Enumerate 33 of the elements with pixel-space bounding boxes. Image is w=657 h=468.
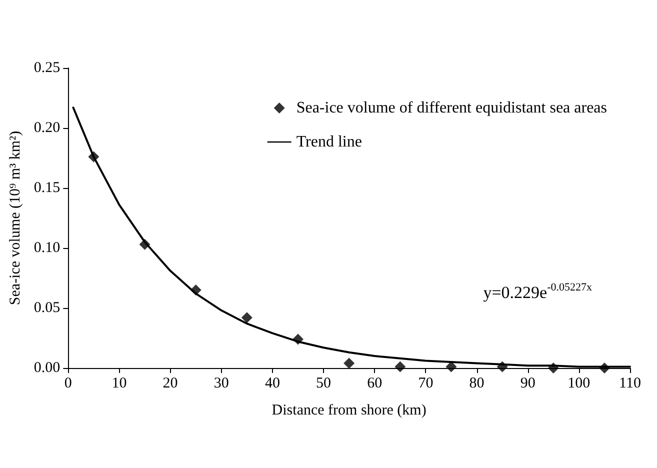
x-tick-label: 0 bbox=[64, 376, 72, 392]
y-tick-label: 0.05 bbox=[34, 300, 60, 316]
y-tick-label: 0.15 bbox=[34, 180, 60, 196]
legend-label: Trend line bbox=[296, 134, 362, 150]
point bbox=[88, 151, 100, 162]
x-tick-label: 20 bbox=[162, 376, 178, 392]
point bbox=[344, 358, 355, 369]
point bbox=[446, 361, 457, 372]
x-tick-label: 90 bbox=[520, 376, 536, 392]
x-tick-label: 50 bbox=[316, 376, 332, 392]
x-tick-label: 100 bbox=[568, 376, 590, 392]
point bbox=[139, 238, 150, 250]
x-tick-label: 60 bbox=[367, 376, 382, 392]
y-axis-title: Sea-ice volume (10⁹ m³ km²) bbox=[8, 130, 24, 306]
y-tick-label: 0.10 bbox=[34, 240, 60, 256]
y-tick-label: 0.25 bbox=[34, 60, 60, 76]
x-tick-label: 70 bbox=[418, 376, 434, 392]
y-tick-label: 0.20 bbox=[34, 120, 60, 136]
y-tick-label: 0.00 bbox=[34, 360, 60, 376]
point bbox=[190, 284, 202, 296]
x-tick-label: 40 bbox=[264, 376, 280, 392]
point bbox=[394, 361, 406, 372]
x-axis-title: Distance from shore (km) bbox=[272, 402, 426, 418]
x-tick-label: 10 bbox=[112, 376, 127, 392]
point bbox=[241, 312, 252, 324]
x-tick-label: 110 bbox=[619, 376, 641, 392]
point bbox=[496, 361, 508, 372]
point bbox=[292, 334, 304, 345]
legend-label: Sea-ice volume of different equidistant sea areas bbox=[296, 100, 607, 116]
point bbox=[598, 362, 610, 374]
x-tick-label: 30 bbox=[214, 376, 229, 392]
point bbox=[548, 362, 559, 374]
x-tick-label: 80 bbox=[469, 376, 484, 392]
